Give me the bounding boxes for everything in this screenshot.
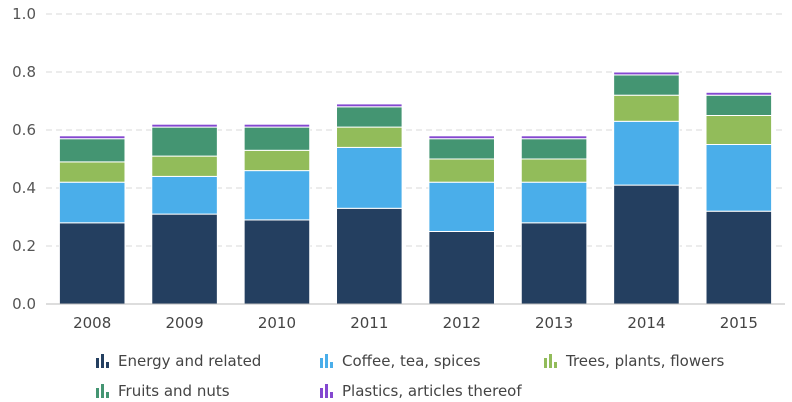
bar-segment [428, 231, 495, 305]
axes: 0.0 0.2 0.4 0.6 0.8 1.0 2008 2009 2010 2011 2012 20… [12, 5, 785, 332]
bar-chart-icon [544, 354, 558, 368]
bar-segment [520, 181, 588, 224]
bar-segment [151, 123, 218, 128]
bar-segment [520, 138, 588, 160]
legend-item-energy[interactable]: Energy and related [96, 350, 320, 372]
bar-segment [613, 184, 680, 305]
bar-chart-icon [96, 354, 110, 368]
bar-segment [151, 126, 218, 157]
legend-label: Trees, plants, flowers [566, 352, 725, 370]
stacked-bar-chart: 0.0 0.2 0.4 0.6 0.8 1.0 2008 2009 2010 2011 2012 20… [12, 5, 785, 332]
x-tick-label: 2014 [627, 314, 665, 332]
bar-segment [705, 115, 773, 145]
bar-segment [58, 161, 126, 183]
bar-segment [613, 120, 680, 186]
bar-segment [336, 106, 403, 128]
bar-segment [151, 175, 218, 215]
x-tick-label: 2011 [350, 314, 388, 332]
y-tick-label: 0.6 [12, 121, 36, 139]
bar-segment [243, 219, 311, 305]
y-tick-label: 1.0 [12, 5, 36, 23]
bar-segment [336, 146, 403, 209]
bars [58, 71, 773, 305]
bar-segment [243, 123, 311, 128]
legend-item-fruits[interactable]: Fruits and nuts [96, 380, 320, 402]
y-tick-label: 0.8 [12, 63, 36, 81]
y-tick-label: 0.0 [12, 295, 36, 313]
x-tick-label: 2015 [720, 314, 758, 332]
bar-segment [613, 94, 680, 122]
bar-segment [243, 149, 311, 172]
bar-segment [58, 181, 126, 224]
bar-segment [336, 103, 403, 108]
bar-segment [336, 126, 403, 148]
bar-segment [613, 71, 680, 76]
bar-segment [428, 158, 495, 183]
bar-segment [151, 213, 218, 305]
legend: Energy and related Coffee, tea, spices T… [96, 350, 776, 402]
x-tick-label: 2009 [165, 314, 203, 332]
x-tick-label: 2008 [73, 314, 111, 332]
legend-label: Fruits and nuts [118, 382, 230, 400]
bar-chart-icon [320, 384, 334, 398]
legend-label: Energy and related [118, 352, 262, 370]
bar-segment [151, 155, 218, 177]
bar-chart-icon [320, 354, 334, 368]
bar-segment [428, 135, 495, 140]
legend-item-plastics[interactable]: Plastics, articles thereof [320, 380, 560, 402]
bar-segment [336, 207, 403, 305]
bar-segment [705, 94, 773, 116]
bar-segment [705, 144, 773, 212]
bar-segment [243, 170, 311, 221]
legend-item-coffee[interactable]: Coffee, tea, spices [320, 350, 544, 372]
bar-segment [58, 138, 126, 163]
bar-segment [428, 181, 495, 232]
bar-segment [520, 222, 588, 305]
x-tick-label: 2010 [258, 314, 296, 332]
bar-chart-icon [96, 384, 110, 398]
bar-segment [613, 74, 680, 96]
bar-segment [520, 158, 588, 183]
legend-label: Coffee, tea, spices [342, 352, 481, 370]
y-tick-label: 0.2 [12, 237, 36, 255]
bar-segment [705, 210, 773, 305]
bar-segment [58, 222, 126, 305]
bar-segment [520, 135, 588, 140]
legend-label: Plastics, articles thereof [342, 382, 522, 400]
bar-segment [243, 126, 311, 151]
bar-segment [428, 138, 495, 160]
legend-item-trees[interactable]: Trees, plants, flowers [544, 350, 776, 372]
y-tick-label: 0.4 [12, 179, 36, 197]
bar-segment [705, 91, 773, 96]
bar-segment [58, 135, 126, 140]
x-tick-label: 2012 [443, 314, 481, 332]
x-tick-label: 2013 [535, 314, 573, 332]
